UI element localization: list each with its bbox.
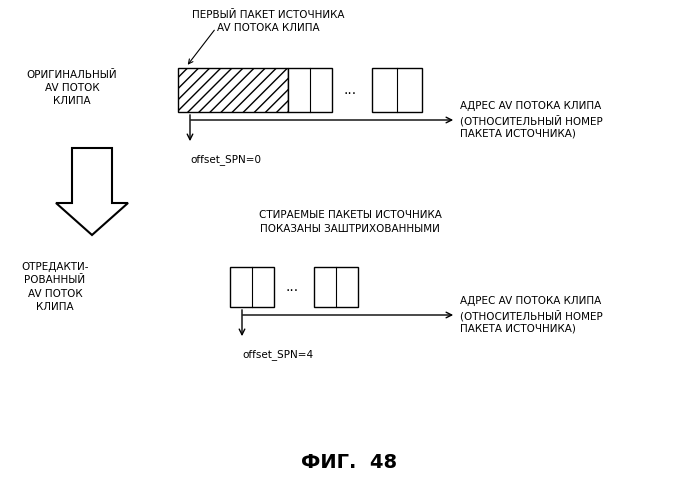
Text: ...: ... (343, 83, 356, 97)
Text: ...: ... (285, 280, 298, 294)
Text: СТИРАЕМЫЕ ПАКЕТЫ ИСТОЧНИКА
ПОКАЗАНЫ ЗАШТРИХОВАННЫМИ: СТИРАЕМЫЕ ПАКЕТЫ ИСТОЧНИКА ПОКАЗАНЫ ЗАШТ… (259, 211, 442, 234)
Bar (288, 68, 332, 112)
Bar (372, 68, 422, 112)
Text: АДРЕС AV ПОТОКА КЛИПА
(ОТНОСИТЕЛЬНЫЙ НОМЕР
ПАКЕТА ИСТОЧНИКА): АДРЕС AV ПОТОКА КЛИПА (ОТНОСИТЕЛЬНЫЙ НОМ… (460, 101, 603, 139)
Polygon shape (56, 148, 128, 235)
Text: АДРЕС AV ПОТОКА КЛИПА
(ОТНОСИТЕЛЬНЫЙ НОМЕР
ПАКЕТА ИСТОЧНИКА): АДРЕС AV ПОТОКА КЛИПА (ОТНОСИТЕЛЬНЫЙ НОМ… (460, 296, 603, 334)
Bar (230, 267, 274, 307)
Text: ФИГ.  48: ФИГ. 48 (301, 453, 398, 471)
Bar (314, 267, 358, 307)
Text: offset_SPN=0: offset_SPN=0 (190, 154, 261, 165)
Bar (178, 68, 288, 112)
Text: ОТРЕДАКТИ-
РОВАННЫЙ
AV ПОТОК
КЛИПА: ОТРЕДАКТИ- РОВАННЫЙ AV ПОТОК КЛИПА (21, 262, 89, 312)
Text: ОРИГИНАЛЬНЫЙ
AV ПОТОК
КЛИПА: ОРИГИНАЛЬНЫЙ AV ПОТОК КЛИПА (27, 70, 117, 106)
Text: ПЕРВЫЙ ПАКЕТ ИСТОЧНИКА
AV ПОТОКА КЛИПА: ПЕРВЫЙ ПАКЕТ ИСТОЧНИКА AV ПОТОКА КЛИПА (192, 10, 344, 33)
Text: offset_SPN=4: offset_SPN=4 (242, 349, 313, 360)
